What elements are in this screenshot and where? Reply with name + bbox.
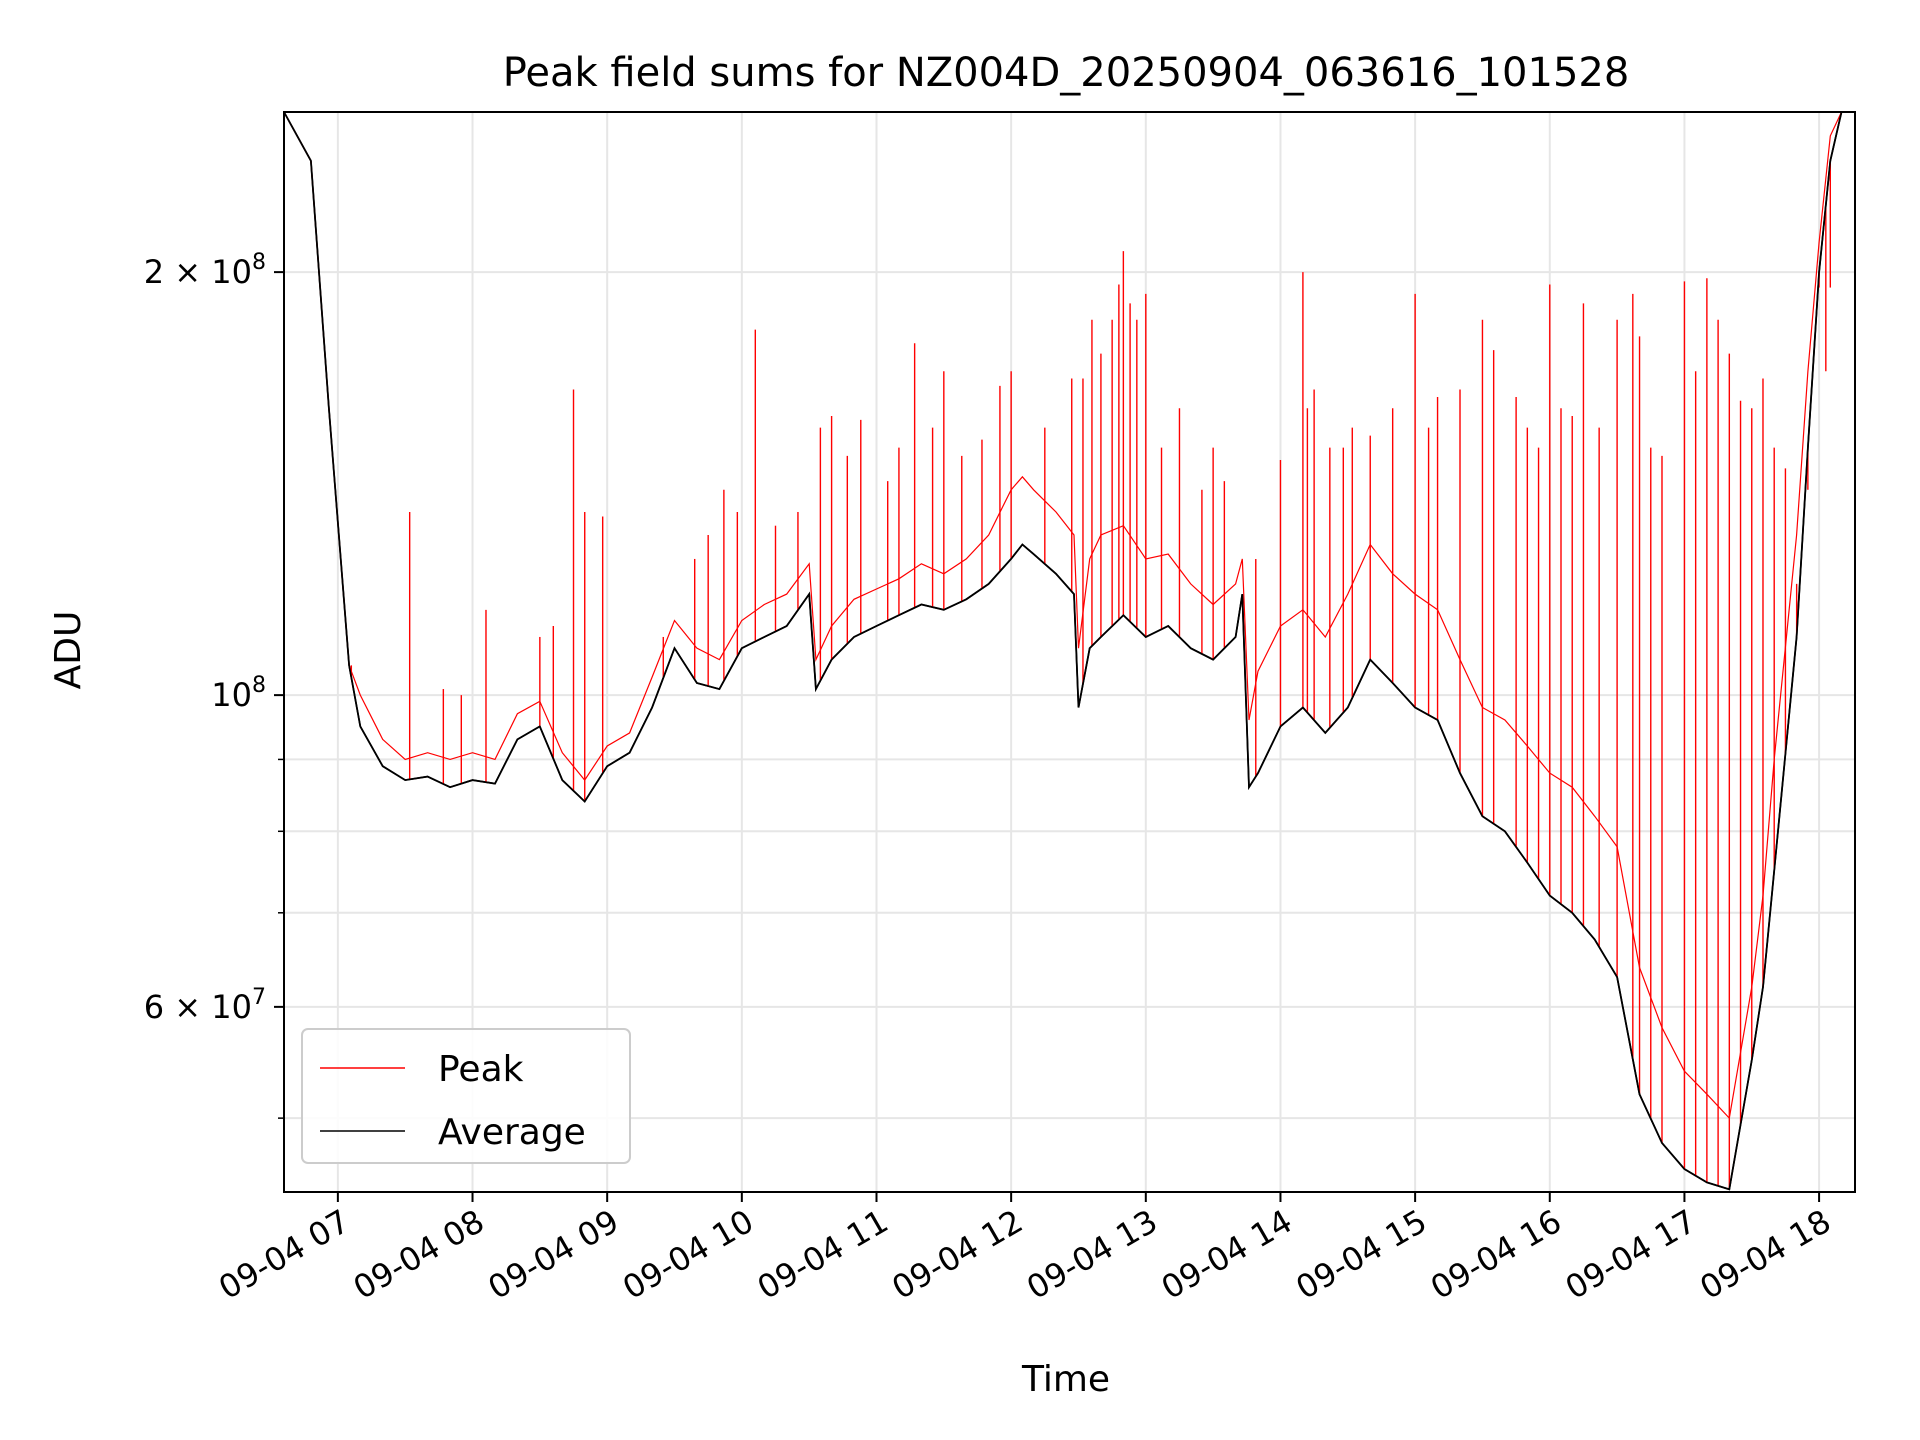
- legend-label-peak: Peak: [438, 1049, 524, 1090]
- chart-title: Peak field sums for NZ004D_20250904_0636…: [503, 50, 1630, 96]
- peak-spikes: [350, 160, 1832, 1190]
- y-tick-label: 2 × 108: [144, 250, 266, 291]
- legend-box: [301, 1028, 631, 1164]
- y-axis: 6 × 107 108 2 × 108: [144, 250, 284, 1119]
- y-axis-label: ADU: [48, 611, 89, 690]
- legend-label-average: Average: [438, 1112, 586, 1153]
- legend: Peak Average: [301, 1028, 631, 1164]
- axes-frame: [283, 111, 1856, 1193]
- x-axis-label: Time: [1021, 1359, 1110, 1400]
- series-line-average-overlay: [283, 111, 1851, 1191]
- y-tick-label: 108: [211, 673, 266, 714]
- series-line-peak: [283, 111, 1851, 1120]
- y-tick-label: 6 × 107: [144, 985, 266, 1026]
- plot-area: [283, 111, 1851, 1191]
